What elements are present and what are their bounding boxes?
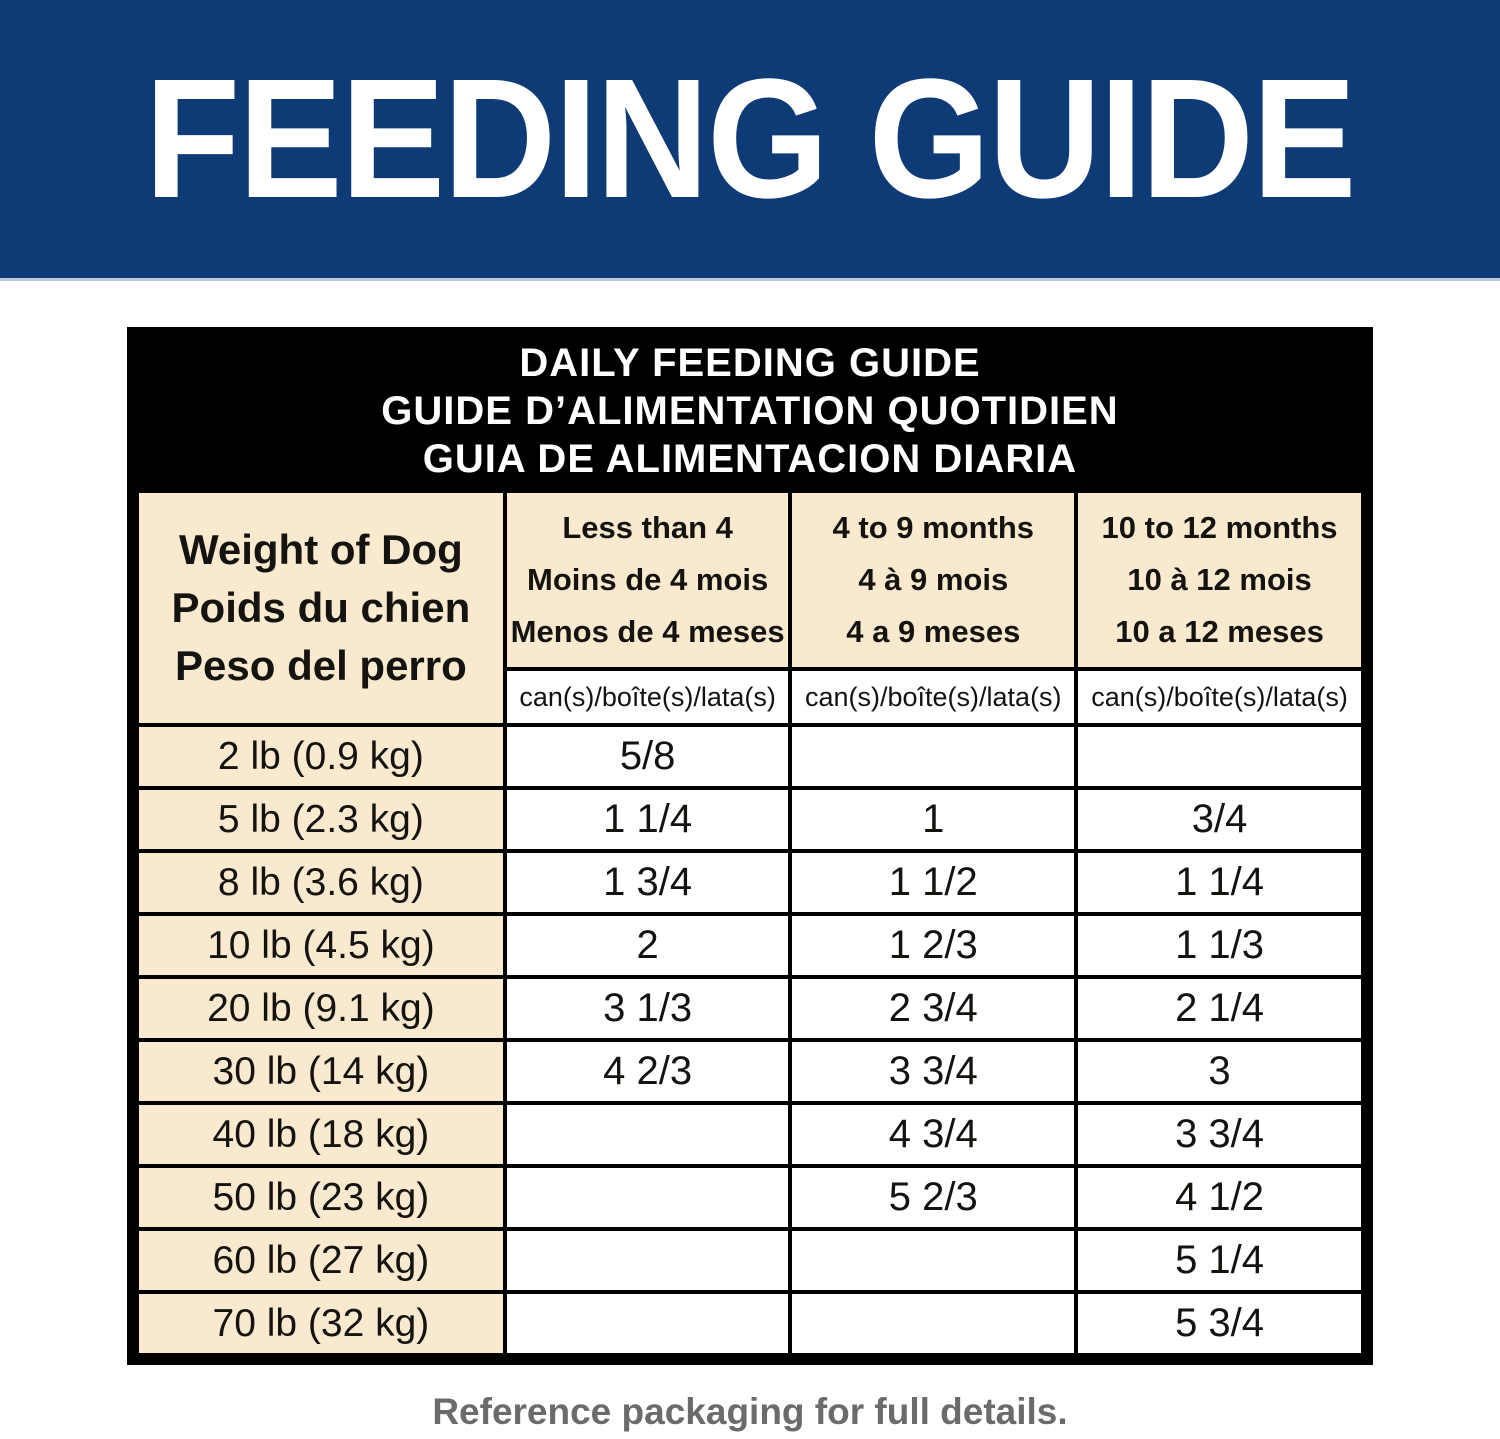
value-cell: 4 3/4 [788, 1101, 1079, 1168]
col-header-line: 4 a 9 meses [846, 614, 1021, 649]
value-cell: 5 2/3 [788, 1164, 1079, 1231]
value-cell [502, 1101, 793, 1168]
value-cell: 5 3/4 [1074, 1290, 1365, 1357]
unit-row: can(s)/boîte(s)/lata(s) can(s)/boîte(s)/… [137, 667, 1365, 727]
weight-cell: 2 lb (0.9 kg) [135, 723, 507, 790]
value-cell: 1 [788, 786, 1079, 853]
unit-cell: can(s)/boîte(s)/lata(s) [788, 667, 1079, 727]
weight-cell: 20 lb (9.1 kg) [135, 975, 507, 1042]
page-title: FEEDING GUIDE [92, 54, 1407, 224]
col-header-line: Moins de 4 mois [527, 562, 769, 597]
value-cell: 1 3/4 [502, 849, 793, 916]
value-cell: 5/8 [502, 723, 793, 790]
value-cell: 1 1/2 [788, 849, 1079, 916]
table-row: 60 lb (27 kg) 5 1/4 [135, 1227, 1365, 1294]
table-row: 10 lb (4.5 kg) 2 1 2/3 1 1/3 [135, 912, 1365, 979]
value-cell: 1 1/4 [1074, 849, 1365, 916]
col-header-less-than-4-months: Less than 4 Moins de 4 mois Menos de 4 m… [502, 489, 793, 671]
col-header-4-to-9-months: 4 to 9 months 4 à 9 mois 4 a 9 meses [788, 489, 1079, 671]
table-row: 8 lb (3.6 kg) 1 3/4 1 1/2 1 1/4 [135, 849, 1365, 916]
value-cell: 1 1/3 [1074, 912, 1365, 979]
unit-cell: can(s)/boîte(s)/lata(s) [1074, 667, 1365, 727]
page-title-text: FEEDING GUIDE [144, 44, 1357, 234]
value-cell [502, 1290, 793, 1357]
weight-cell: 40 lb (18 kg) [135, 1101, 507, 1168]
value-cell: 2 1/4 [1074, 975, 1365, 1042]
value-cell: 3 1/3 [502, 975, 793, 1042]
weight-cell: 50 lb (23 kg) [135, 1164, 507, 1231]
value-cell: 2 [502, 912, 793, 979]
table-title-en: DAILY FEEDING GUIDE [519, 341, 981, 385]
value-cell: 3/4 [1074, 786, 1365, 853]
weight-cell: 70 lb (32 kg) [135, 1290, 507, 1357]
weight-cell: 10 lb (4.5 kg) [135, 912, 507, 979]
value-cell: 4 2/3 [502, 1038, 793, 1105]
weight-cell: 60 lb (27 kg) [135, 1227, 507, 1294]
col-header-line: 10 to 12 months [1101, 510, 1338, 545]
feeding-table: Weight of Dog Poids du chien Peso del pe… [135, 489, 1365, 1357]
value-cell: 2 3/4 [788, 975, 1079, 1042]
table-title: DAILY FEEDING GUIDE GUIDE D’ALIMENTATION… [135, 335, 1365, 489]
col-header-line: 10 a 12 meses [1115, 614, 1324, 649]
table-title-fr: GUIDE D’ALIMENTATION QUOTIDIEN [381, 389, 1119, 433]
weight-header-fr: Poids du chien [171, 584, 471, 631]
table-row: 40 lb (18 kg) 4 3/4 3 3/4 [135, 1101, 1365, 1168]
weight-cell: 30 lb (14 kg) [135, 1038, 507, 1105]
col-header-line: Menos de 4 meses [510, 614, 785, 649]
footer-note: Reference packaging for full details. [432, 1391, 1068, 1432]
table-row: 2 lb (0.9 kg) 5/8 [135, 723, 1365, 790]
value-cell [788, 723, 1079, 790]
col-header-line: Less than 4 [562, 510, 733, 545]
value-cell [502, 1227, 793, 1294]
weight-header-es: Peso del perro [175, 642, 467, 689]
value-cell: 5 1/4 [1074, 1227, 1365, 1294]
feeding-guide-banner: FEEDING GUIDE [0, 0, 1500, 281]
table-row: 20 lb (9.1 kg) 3 1/3 2 3/4 2 1/4 [135, 975, 1365, 1042]
value-cell [788, 1290, 1079, 1357]
value-cell: 1 1/4 [502, 786, 793, 853]
header-row: Weight of Dog Poids du chien Peso del pe… [135, 489, 1365, 727]
table-row: 70 lb (32 kg) 5 3/4 [135, 1290, 1365, 1357]
col-header-line: 4 to 9 months [832, 510, 1035, 545]
table-row: 5 lb (2.3 kg) 1 1/4 1 3/4 [135, 786, 1365, 853]
daily-feeding-guide-table: DAILY FEEDING GUIDE GUIDE D’ALIMENTATION… [127, 327, 1373, 1365]
value-cell [1074, 723, 1365, 790]
table-row: 30 lb (14 kg) 4 2/3 3 3/4 3 [135, 1038, 1365, 1105]
value-cell: 3 [1074, 1038, 1365, 1105]
unit-cell: can(s)/boîte(s)/lata(s) [502, 667, 793, 727]
weight-cell: 5 lb (2.3 kg) [135, 786, 507, 853]
col-header-line: 10 à 12 mois [1127, 562, 1312, 597]
value-cell: 4 1/2 [1074, 1164, 1365, 1231]
value-cell [502, 1164, 793, 1231]
value-cell: 1 2/3 [788, 912, 1079, 979]
table-title-es: GUIA DE ALIMENTACION DIARIA [422, 437, 1078, 481]
value-cell: 3 3/4 [788, 1038, 1079, 1105]
col-header-line: 4 à 9 mois [858, 562, 1009, 597]
weight-column-header: Weight of Dog Poids du chien Peso del pe… [135, 489, 507, 727]
table-row: 50 lb (23 kg) 5 2/3 4 1/2 [135, 1164, 1365, 1231]
value-cell [788, 1227, 1079, 1294]
weight-header-en: Weight of Dog [178, 526, 463, 573]
weight-cell: 8 lb (3.6 kg) [135, 849, 507, 916]
col-header-10-to-12-months: 10 to 12 months 10 à 12 mois 10 a 12 mes… [1074, 489, 1365, 671]
value-cell: 3 3/4 [1074, 1101, 1365, 1168]
